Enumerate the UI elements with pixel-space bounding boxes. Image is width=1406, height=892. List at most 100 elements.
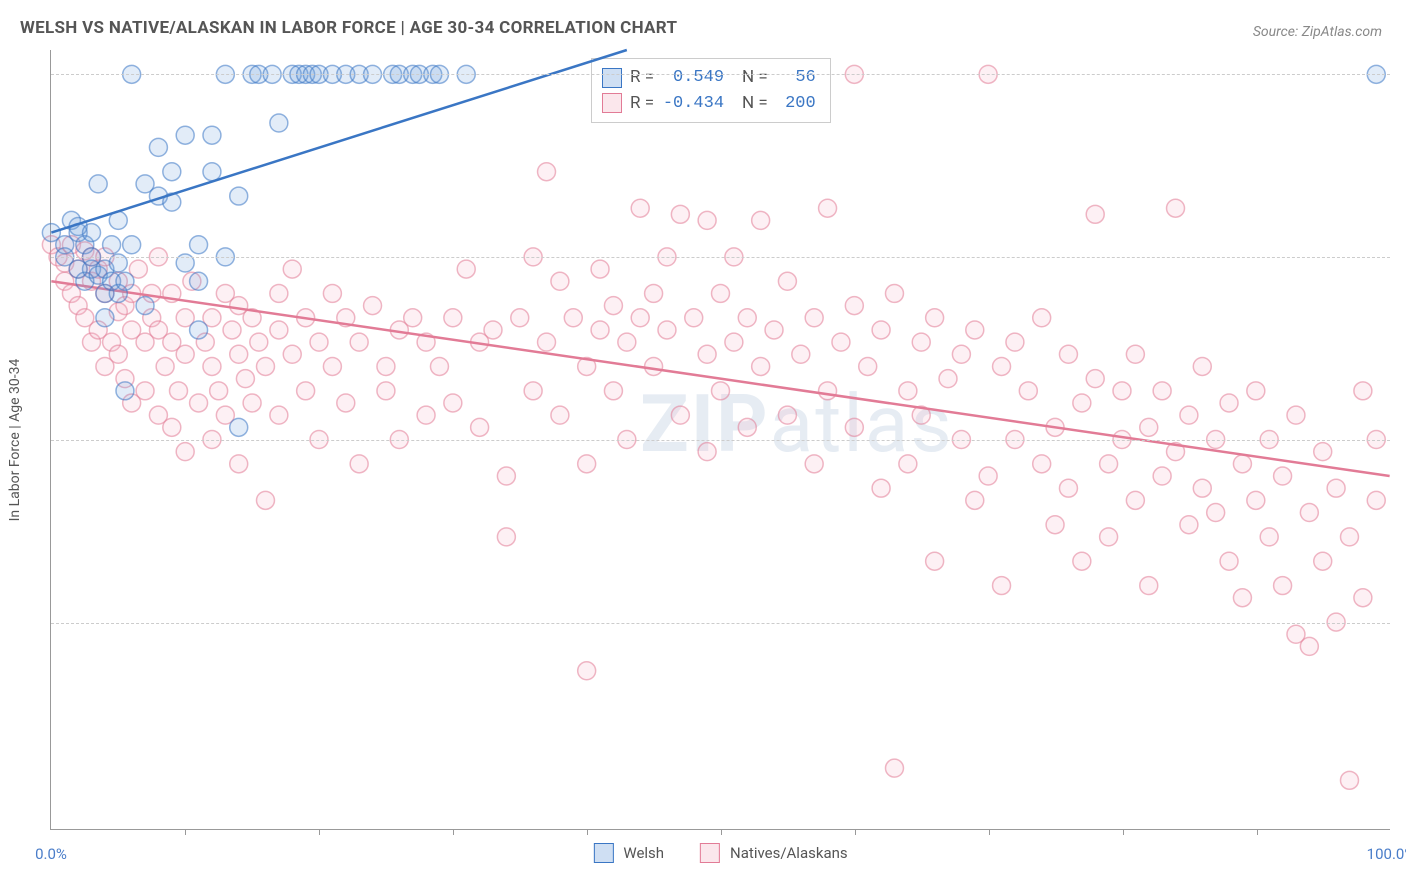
data-point — [645, 284, 663, 302]
data-point — [966, 321, 984, 339]
data-point — [116, 382, 134, 400]
data-point — [1140, 418, 1158, 436]
data-point — [1167, 199, 1185, 217]
data-point — [538, 163, 556, 181]
data-point — [1300, 637, 1318, 655]
data-point — [1033, 455, 1051, 473]
data-point — [698, 211, 716, 229]
data-point — [885, 284, 903, 302]
data-point — [1247, 382, 1265, 400]
data-point — [256, 491, 274, 509]
data-point — [103, 236, 121, 254]
data-point — [1300, 504, 1318, 522]
plot-area: In Labor Force | Age 30-34 ZIPatlas R = … — [50, 50, 1390, 830]
data-point — [203, 163, 221, 181]
data-point — [993, 577, 1011, 595]
x-tick — [319, 829, 320, 835]
data-point — [1367, 491, 1385, 509]
data-point — [538, 333, 556, 351]
data-point — [190, 394, 208, 412]
data-point — [872, 321, 890, 339]
data-point — [604, 382, 622, 400]
data-point — [230, 455, 248, 473]
data-point — [256, 357, 274, 375]
data-point — [1100, 528, 1118, 546]
y-tick-label: 55.0% — [1400, 614, 1406, 632]
data-point — [484, 321, 502, 339]
data-point — [203, 126, 221, 144]
data-point — [457, 260, 475, 278]
data-point — [1126, 345, 1144, 363]
x-tick-label: 100.0% — [1367, 845, 1406, 863]
data-point — [671, 406, 689, 424]
data-point — [859, 357, 877, 375]
data-point — [885, 759, 903, 777]
data-point — [1327, 479, 1345, 497]
data-point — [1341, 771, 1359, 789]
data-point — [738, 309, 756, 327]
data-point — [176, 345, 194, 363]
data-point — [1314, 552, 1332, 570]
data-point — [170, 382, 188, 400]
data-point — [283, 345, 301, 363]
data-point — [1341, 528, 1359, 546]
data-point — [176, 443, 194, 461]
data-point — [511, 309, 529, 327]
data-point — [752, 357, 770, 375]
data-point — [698, 443, 716, 461]
data-point — [578, 662, 596, 680]
data-point — [591, 260, 609, 278]
data-point — [444, 394, 462, 412]
data-point — [310, 333, 328, 351]
data-point — [1220, 552, 1238, 570]
grid-line — [51, 257, 1390, 258]
x-tick — [185, 829, 186, 835]
x-tick — [855, 829, 856, 835]
data-point — [1274, 467, 1292, 485]
data-point — [1180, 516, 1198, 534]
data-point — [819, 382, 837, 400]
data-point — [250, 333, 268, 351]
data-point — [89, 175, 107, 193]
data-point — [230, 187, 248, 205]
data-point — [430, 357, 448, 375]
grid-line — [51, 74, 1390, 75]
data-point — [497, 467, 515, 485]
data-point — [1033, 309, 1051, 327]
data-point — [323, 284, 341, 302]
data-point — [551, 272, 569, 290]
data-point — [190, 236, 208, 254]
data-point — [912, 333, 930, 351]
data-point — [377, 382, 395, 400]
data-point — [1086, 205, 1104, 223]
data-point — [417, 406, 435, 424]
data-point — [270, 321, 288, 339]
data-point — [337, 394, 355, 412]
data-point — [819, 199, 837, 217]
y-tick-label: 70.0% — [1400, 431, 1406, 449]
data-point — [1354, 589, 1372, 607]
data-point — [564, 309, 582, 327]
legend-swatch-natives — [700, 843, 720, 863]
data-point — [738, 418, 756, 436]
data-point — [350, 455, 368, 473]
data-point — [1274, 577, 1292, 595]
data-point — [872, 479, 890, 497]
data-point — [1073, 552, 1091, 570]
data-point — [993, 357, 1011, 375]
legend-swatch-welsh — [593, 843, 613, 863]
x-tick — [1123, 829, 1124, 835]
data-point — [230, 345, 248, 363]
data-point — [364, 297, 382, 315]
data-point — [939, 370, 957, 388]
data-point — [156, 357, 174, 375]
data-point — [1006, 333, 1024, 351]
data-point — [1233, 589, 1251, 607]
data-point — [1153, 467, 1171, 485]
data-point — [899, 455, 917, 473]
data-point — [1059, 345, 1077, 363]
data-point — [899, 382, 917, 400]
data-point — [270, 406, 288, 424]
data-point — [926, 552, 944, 570]
data-point — [1314, 443, 1332, 461]
